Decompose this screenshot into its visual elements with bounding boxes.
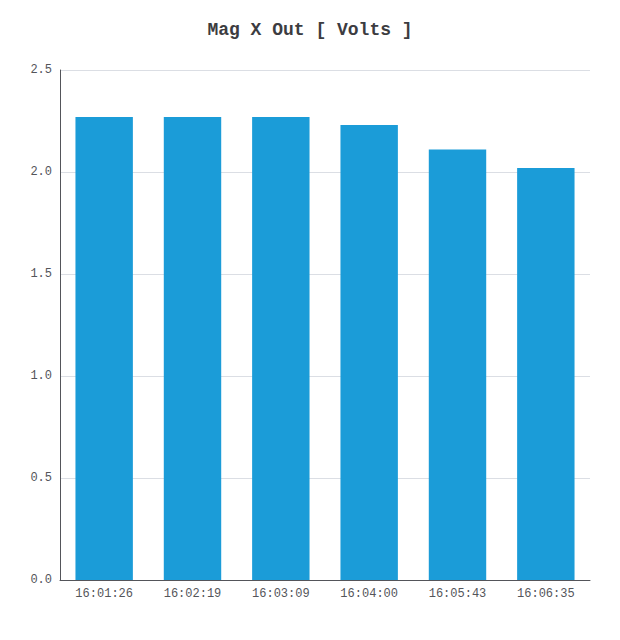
svg-text:Mag X Out [ Volts ]: Mag X Out [ Volts ] bbox=[207, 20, 412, 40]
svg-text:1.5: 1.5 bbox=[30, 267, 52, 281]
svg-text:16:02:19: 16:02:19 bbox=[164, 587, 222, 601]
svg-text:2.0: 2.0 bbox=[30, 165, 52, 179]
svg-text:16:06:35: 16:06:35 bbox=[517, 587, 575, 601]
svg-text:16:03:09: 16:03:09 bbox=[252, 587, 310, 601]
svg-text:0.5: 0.5 bbox=[30, 471, 52, 485]
svg-text:16:01:26: 16:01:26 bbox=[75, 587, 133, 601]
svg-text:16:05:43: 16:05:43 bbox=[429, 587, 487, 601]
svg-text:16:04:00: 16:04:00 bbox=[340, 587, 398, 601]
svg-text:2.5: 2.5 bbox=[30, 63, 52, 77]
svg-text:1.0: 1.0 bbox=[30, 369, 52, 383]
svg-text:0.0: 0.0 bbox=[30, 573, 52, 587]
